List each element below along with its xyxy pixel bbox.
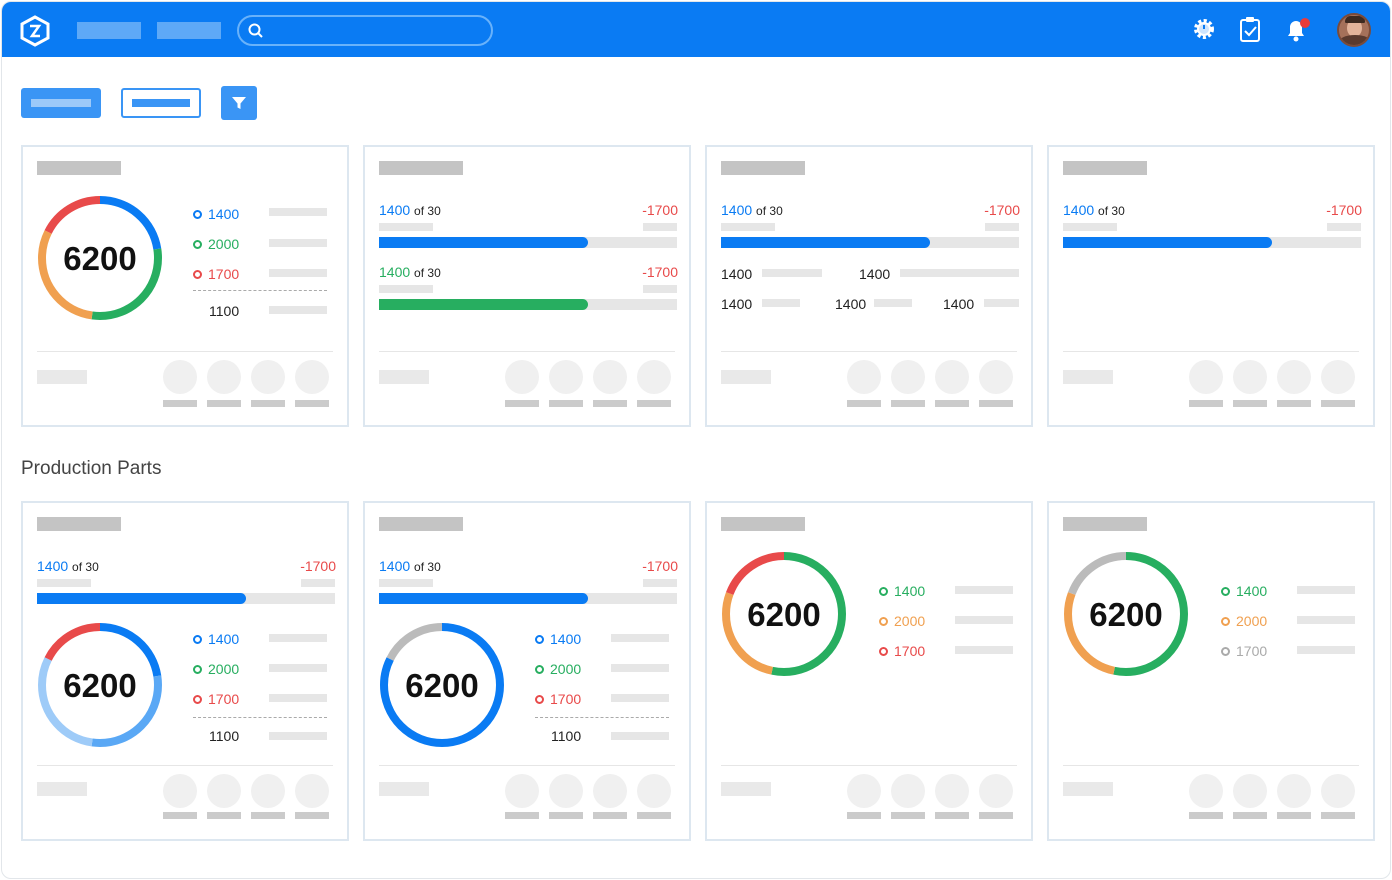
progress-delta: -1700 bbox=[1326, 202, 1362, 218]
production-card[interactable]: 1400 of 30 -1700 6200 1400 2000 1700 110… bbox=[21, 501, 349, 841]
progress-delta: -1700 bbox=[642, 202, 678, 218]
legend-item: 1700 bbox=[535, 691, 581, 707]
legend-item: 1400 bbox=[879, 583, 925, 599]
progress-bar bbox=[37, 593, 335, 604]
legend-item: 2000 bbox=[193, 661, 239, 677]
filter-button[interactable] bbox=[221, 86, 257, 120]
donut-total: 6200 bbox=[63, 667, 137, 704]
progress-value: 1400 of 30 bbox=[379, 264, 441, 280]
progress-delta: -1700 bbox=[642, 558, 678, 574]
progress-bar bbox=[379, 593, 677, 604]
nav-link-placeholder[interactable] bbox=[77, 22, 141, 39]
progress-bar bbox=[721, 237, 1019, 248]
legend-item: 1700 bbox=[879, 643, 925, 659]
donut-chart bbox=[38, 623, 162, 747]
progress-delta: -1700 bbox=[300, 558, 336, 574]
search-icon bbox=[248, 23, 263, 38]
progress-bar bbox=[379, 237, 677, 248]
top-navigation-bar bbox=[2, 2, 1390, 57]
card-title-placeholder bbox=[1063, 517, 1147, 531]
production-card[interactable]: 6200 1400 2000 1700 bbox=[705, 501, 1033, 841]
gear-icon[interactable] bbox=[1191, 15, 1217, 43]
legend-sum: 1100 bbox=[551, 728, 582, 744]
donut-chart bbox=[38, 196, 162, 320]
legend-item: 1700 bbox=[193, 691, 239, 707]
secondary-action-button[interactable] bbox=[121, 88, 201, 118]
stat-value: 1400 bbox=[835, 296, 867, 312]
stat-value: 1400 bbox=[721, 296, 753, 312]
primary-action-button[interactable] bbox=[21, 88, 101, 118]
donut-chart bbox=[1064, 552, 1188, 676]
card-title-placeholder bbox=[37, 517, 121, 531]
legend-sum: 1100 bbox=[209, 728, 240, 744]
section-title: Production Parts bbox=[21, 458, 162, 479]
legend-item: 2000 bbox=[193, 236, 239, 252]
stat-value: 1400 bbox=[943, 296, 975, 312]
clipboard-check-icon[interactable] bbox=[1239, 15, 1261, 43]
stat-value: 1400 bbox=[859, 266, 891, 282]
card-title-placeholder bbox=[1063, 161, 1147, 175]
legend-item: 2000 bbox=[879, 613, 925, 629]
card-title-placeholder bbox=[721, 161, 805, 175]
donut-total: 6200 bbox=[747, 596, 821, 633]
nav-link-placeholder[interactable] bbox=[157, 22, 221, 39]
progress-value: 1400 of 30 bbox=[379, 202, 441, 218]
avatar[interactable] bbox=[1337, 13, 1371, 47]
donut-total: 6200 bbox=[63, 240, 137, 277]
card-title-placeholder bbox=[379, 517, 463, 531]
legend-sum: 1100 bbox=[209, 303, 240, 319]
legend-item: 1400 bbox=[1221, 583, 1267, 599]
filter-icon bbox=[232, 97, 246, 109]
production-card[interactable]: 6200 1400 2000 1700 bbox=[1047, 501, 1375, 841]
card-title-placeholder bbox=[379, 161, 463, 175]
notification-badge bbox=[1300, 18, 1310, 28]
donut-total: 6200 bbox=[405, 667, 479, 704]
summary-card-progress[interactable]: 1400 of 30 -1700 1400 of 30 -1700 bbox=[363, 145, 691, 427]
summary-card-donut[interactable]: 6200 1400 2000 1700 1100 bbox=[21, 145, 349, 427]
legend-item: 1400 bbox=[193, 206, 239, 222]
logo-icon[interactable] bbox=[20, 15, 50, 47]
progress-value: 1400 of 30 bbox=[37, 558, 99, 574]
legend-item: 1700 bbox=[1221, 643, 1267, 659]
search-input[interactable] bbox=[237, 15, 493, 46]
progress-value: 1400 of 30 bbox=[379, 558, 441, 574]
legend-item: 1400 bbox=[193, 631, 239, 647]
legend-item: 2000 bbox=[535, 661, 581, 677]
summary-card-stats[interactable]: 1400 of 30 -1700 1400 1400 1400 1400 140… bbox=[705, 145, 1033, 427]
legend-item: 1400 bbox=[535, 631, 581, 647]
production-card[interactable]: 1400 of 30 -1700 6200 1400 2000 1700 110… bbox=[363, 501, 691, 841]
card-title-placeholder bbox=[37, 161, 121, 175]
progress-delta: -1700 bbox=[642, 264, 678, 280]
summary-card-progress[interactable]: 1400 of 30 -1700 bbox=[1047, 145, 1375, 427]
card-title-placeholder bbox=[721, 517, 805, 531]
progress-bar bbox=[379, 299, 677, 310]
donut-total: 6200 bbox=[1089, 596, 1163, 633]
progress-delta: -1700 bbox=[984, 202, 1020, 218]
donut-chart bbox=[380, 623, 504, 747]
progress-value: 1400 of 30 bbox=[1063, 202, 1125, 218]
progress-bar bbox=[1063, 237, 1361, 248]
legend-item: 1700 bbox=[193, 266, 239, 282]
progress-value: 1400 of 30 bbox=[721, 202, 783, 218]
donut-chart bbox=[722, 552, 846, 676]
legend-item: 2000 bbox=[1221, 613, 1267, 629]
stat-value: 1400 bbox=[721, 266, 753, 282]
